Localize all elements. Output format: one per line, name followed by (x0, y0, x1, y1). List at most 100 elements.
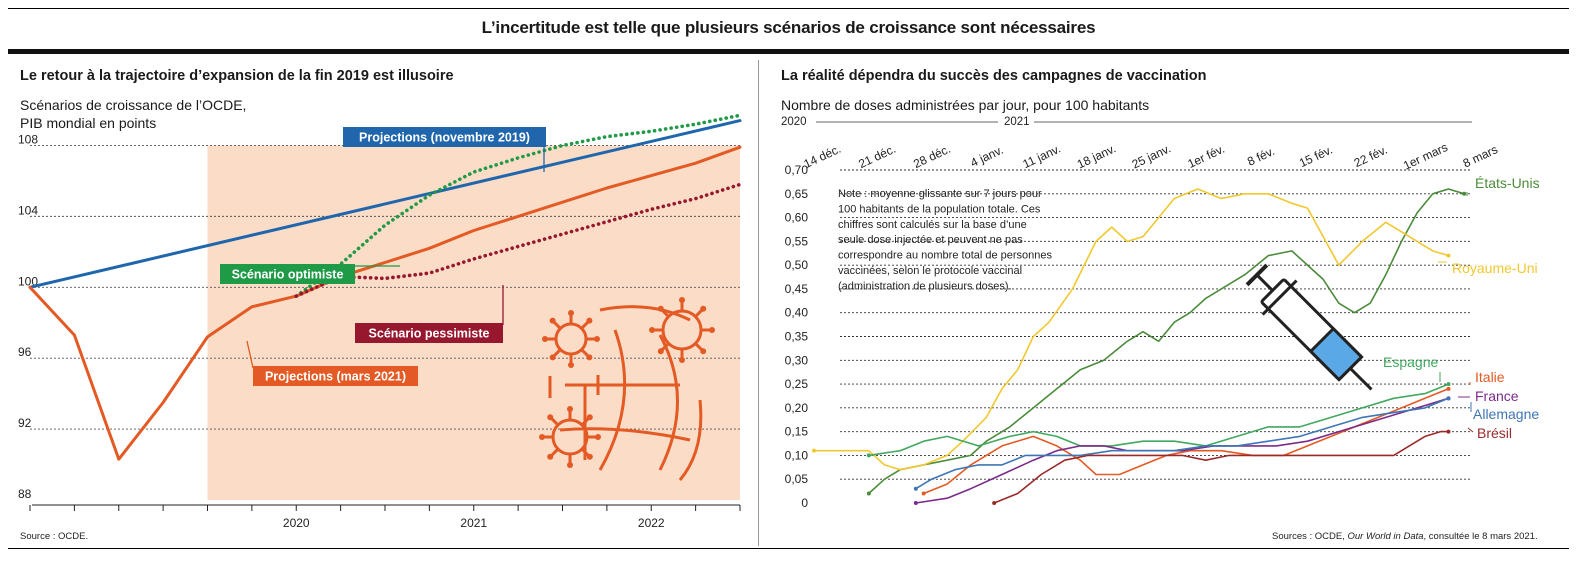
x-tick-text: 28 déc. (911, 142, 953, 171)
x-tick-label: 21 déc. (856, 142, 898, 171)
x-tick-label: 15 fév. (1297, 143, 1335, 171)
y-tick-label: 104 (18, 203, 38, 217)
x-tick-label: 14 déc. (802, 142, 844, 171)
callout-mar-2021: Projections (mars 2021) (246, 340, 418, 386)
right-source: Sources : OCDE, Our World in Data, consu… (1272, 531, 1538, 542)
y-tick-label: 0,05 (785, 472, 809, 486)
series-label: Royaume-Uni (1452, 260, 1538, 276)
x-tick-text: 1er mars (1401, 140, 1450, 173)
series-line-royaume-uni (813, 188, 1450, 471)
series-line-nov-2019 (28, 119, 742, 289)
series-end-point (1446, 429, 1451, 434)
right-chart-title: La réalité dépendra du succès des campag… (781, 68, 1207, 84)
callout-nov-2019: Projections (novembre 2019) (343, 127, 546, 172)
y-tick-label: 0,20 (785, 401, 809, 415)
year-label: 2020 (781, 116, 807, 128)
note-line: 100 habitants de la population totale. C… (838, 203, 1041, 215)
series-start-point (913, 501, 918, 505)
y-tick-label: 0,60 (785, 211, 809, 225)
x-tick-label: 11 janv. (1020, 142, 1062, 172)
series-label: Espagne (1383, 354, 1438, 370)
series-start-point (866, 491, 871, 496)
x-tick-label: 2020 (283, 516, 310, 530)
x-tick-text: 22 fév. (1352, 143, 1390, 171)
y-tick-label: 88 (18, 487, 32, 501)
y-tick-label: 0,45 (785, 282, 809, 296)
right-chart-subtitle: Nombre de doses administrées par jour, p… (781, 97, 1150, 113)
series-end-point (1446, 396, 1451, 401)
note-line: seule dose injectée et peuvent ne pas (838, 234, 1023, 246)
x-tick-text: 18 janv. (1075, 141, 1118, 171)
x-tick-text: 15 fév. (1297, 143, 1335, 171)
callout-label: Projections (novembre 2019) (359, 131, 530, 145)
y-tick-label: 0,10 (785, 448, 809, 462)
year-label: 2021 (1004, 116, 1030, 128)
series-end-point (1446, 253, 1451, 258)
x-tick-label: 28 déc. (911, 142, 953, 171)
y-tick-label: 0,50 (785, 258, 809, 272)
x-tick-label: 1er fév. (1185, 142, 1226, 171)
chart-note: Note : moyenne glissante sur 7 jours pou… (838, 188, 1053, 292)
series-label: France (1475, 388, 1519, 404)
series-start-point (866, 453, 871, 458)
y-tick-label: 0,25 (785, 377, 809, 391)
x-tick-text: 21 déc. (856, 142, 898, 171)
right-source-italic: Our World in Data (1347, 531, 1424, 542)
panel-divider (758, 60, 759, 546)
series-end-point (1446, 386, 1451, 391)
series-start-point (812, 448, 816, 453)
y-tick-label: 0,15 (785, 425, 809, 439)
x-tick-label: 25 janv. (1130, 141, 1173, 171)
series-line-italie (922, 388, 1450, 495)
right-chart: 0 0,05 0,10 0,15 0,20 0,25 0,30 0,35 0,40 0,45 0,5… (781, 116, 1540, 510)
x-tick-label: 1er mars (1401, 140, 1450, 173)
x-tick-label: 8 mars (1461, 142, 1500, 170)
series-label-leader (1467, 427, 1474, 433)
callout-label: Projections (mars 2021) (265, 370, 406, 384)
virus-icon (649, 297, 715, 363)
y-tick-label: 96 (18, 345, 32, 359)
series-start-point (913, 486, 918, 491)
series-line-optimiste (294, 113, 742, 298)
x-tick-text: 8 fév. (1245, 144, 1277, 169)
series-line-etats-unis (868, 188, 1465, 495)
left-source: Source : OCDE. (20, 531, 89, 542)
y-tick-label: 100 (18, 274, 38, 288)
x-tick-label: 4 janv. (968, 143, 1005, 170)
top-rule (8, 8, 1569, 9)
right-source-suffix: , consultée le 8 mars 2021. (1423, 531, 1538, 542)
callout-label: Scénario pessimiste (369, 327, 490, 341)
series-line-allemagne (915, 397, 1450, 490)
x-tick-label: 2021 (460, 516, 487, 530)
bottom-rule (8, 548, 1569, 549)
y-tick-label: 0,55 (785, 234, 809, 248)
series-start-point (921, 491, 926, 496)
series-end-point (1446, 382, 1451, 387)
x-tick-label: 2022 (638, 516, 665, 530)
y-tick-label: 92 (18, 416, 32, 430)
series-line-mar-2021 (28, 145, 742, 461)
syringe-icon (1245, 263, 1373, 391)
y-tick-label: 0 (801, 496, 808, 510)
x-tick-label: 8 fév. (1245, 144, 1277, 169)
left-chart-subtitle-1: Scénarios de croissance de l’OCDE, (20, 97, 247, 113)
x-tick-label: 18 janv. (1075, 141, 1118, 171)
note-line: vaccinées, selon le protocole vaccinal (838, 265, 1022, 277)
virus-icon (542, 310, 600, 368)
x-tick-text: 25 janv. (1130, 141, 1173, 171)
left-chart: 88 92 96 100 104 108 2020 2021 2022 Projections (… (18, 113, 742, 530)
y-tick-label: 0,40 (785, 306, 809, 320)
x-tick-text: 11 janv. (1020, 142, 1062, 172)
note-line: chiffres sont calculés sur la base d’une (838, 219, 1027, 231)
series-line-pessimiste (294, 182, 742, 298)
projection-shade (207, 145, 740, 501)
series-end-point (1462, 191, 1467, 196)
callout-optimiste: Scénario optimiste (220, 264, 400, 284)
y-tick-label: 108 (18, 132, 38, 146)
y-tick-label: 0,30 (785, 353, 809, 367)
series-label: Italie (1475, 369, 1505, 385)
right-source-prefix: Sources : OCDE, (1272, 531, 1348, 542)
series-label: Brésil (1477, 425, 1512, 441)
x-tick-text: 8 mars (1461, 142, 1500, 170)
